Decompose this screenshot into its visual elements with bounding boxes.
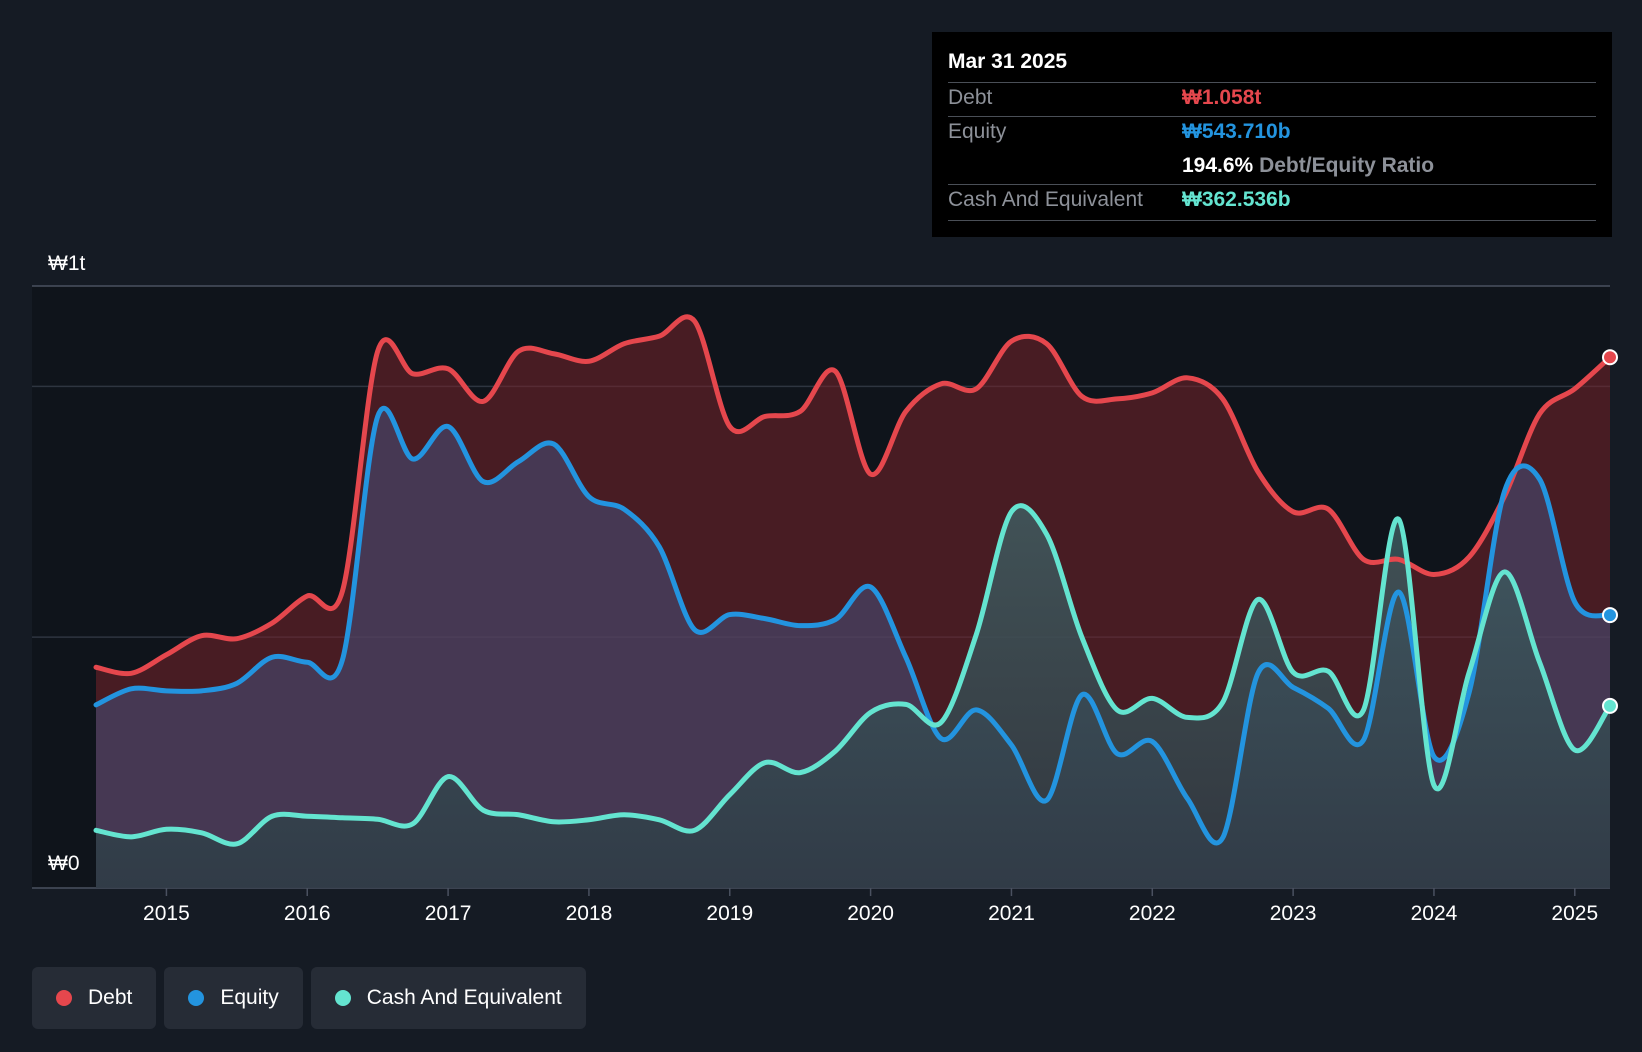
legend-dot-icon xyxy=(334,990,351,1006)
tooltip-debt-value: ₩1.058t xyxy=(1182,86,1262,109)
tooltip-divider xyxy=(948,116,1596,117)
area-cash-and-equivalent xyxy=(96,505,1610,888)
legend-dot-icon xyxy=(188,990,205,1006)
x-tick-label: 2018 xyxy=(566,902,613,925)
x-tick-label: 2015 xyxy=(143,902,190,925)
x-tick-label: 2022 xyxy=(1129,902,1176,925)
tooltip-ratio-value: 194.6% xyxy=(1182,154,1254,177)
line-equity xyxy=(93,405,1613,846)
tooltip-equity-value: ₩543.710b xyxy=(1182,120,1291,143)
y-axis-top-label: ₩1t xyxy=(48,252,86,275)
series-lines xyxy=(93,314,1613,847)
x-tick-label: 2016 xyxy=(284,902,331,925)
x-tick-label: 2024 xyxy=(1411,902,1458,925)
line-debt xyxy=(93,314,1613,677)
legend-label: Cash And Equivalent xyxy=(366,986,562,1009)
endpoint-cash-and-equivalent xyxy=(1602,697,1618,714)
y-axis-bottom-label: ₩0 xyxy=(48,852,80,875)
legend-dot-icon xyxy=(56,990,72,1006)
x-tick-label: 2021 xyxy=(988,902,1035,925)
legend-label: Equity xyxy=(220,986,279,1009)
x-axis-ticks: 2015 2016 2017 2018 2019 2020 2021 2022 2023 2024… xyxy=(143,888,1598,925)
tooltip-ratio-label: Debt/Equity Ratio xyxy=(1259,154,1435,177)
tooltip-row-ratio: 194.6% Debt/Equity Ratio xyxy=(948,154,1596,184)
tooltip-ratio: 194.6% Debt/Equity Ratio xyxy=(1182,154,1434,178)
tooltip-equity-label: Equity xyxy=(948,120,1007,143)
endpoint-equity xyxy=(1602,607,1618,624)
legend: Debt Equity Cash And Equivalent xyxy=(32,967,586,1029)
legend-item-equity[interactable]: Equity xyxy=(164,967,303,1029)
legend-item-cash[interactable]: Cash And Equivalent xyxy=(310,967,586,1029)
x-tick-label: 2017 xyxy=(425,902,472,925)
series-endpoints xyxy=(1602,349,1618,714)
line-cash-and-equivalent xyxy=(93,503,1613,847)
tooltip-date: Mar 31 2025 xyxy=(948,50,1068,73)
x-tick-label: 2025 xyxy=(1551,902,1598,925)
tooltip-debt-label: Debt xyxy=(948,86,993,109)
tooltip-divider xyxy=(948,220,1596,221)
tooltip-row-cash: Cash And Equivalent ₩362.536b xyxy=(948,188,1596,218)
x-tick-label: 2019 xyxy=(706,902,753,925)
area-equity xyxy=(96,408,1610,888)
tooltip-row-debt: Debt ₩1.058t xyxy=(948,86,1596,116)
endpoint-debt xyxy=(1602,349,1618,366)
tooltip: Mar 31 2025 Debt ₩1.058t Equity ₩543.710… xyxy=(932,32,1612,237)
tooltip-cash-label: Cash And Equivalent xyxy=(948,188,1143,211)
tooltip-cash-value: ₩362.536b xyxy=(1182,188,1291,211)
x-tick-label: 2023 xyxy=(1270,902,1317,925)
tooltip-divider xyxy=(948,184,1596,185)
tooltip-row-equity: Equity ₩543.710b xyxy=(948,120,1596,150)
x-tick-label: 2020 xyxy=(847,902,894,925)
legend-label: Debt xyxy=(88,986,133,1009)
legend-item-debt[interactable]: Debt xyxy=(32,967,157,1029)
tooltip-divider xyxy=(948,82,1596,83)
